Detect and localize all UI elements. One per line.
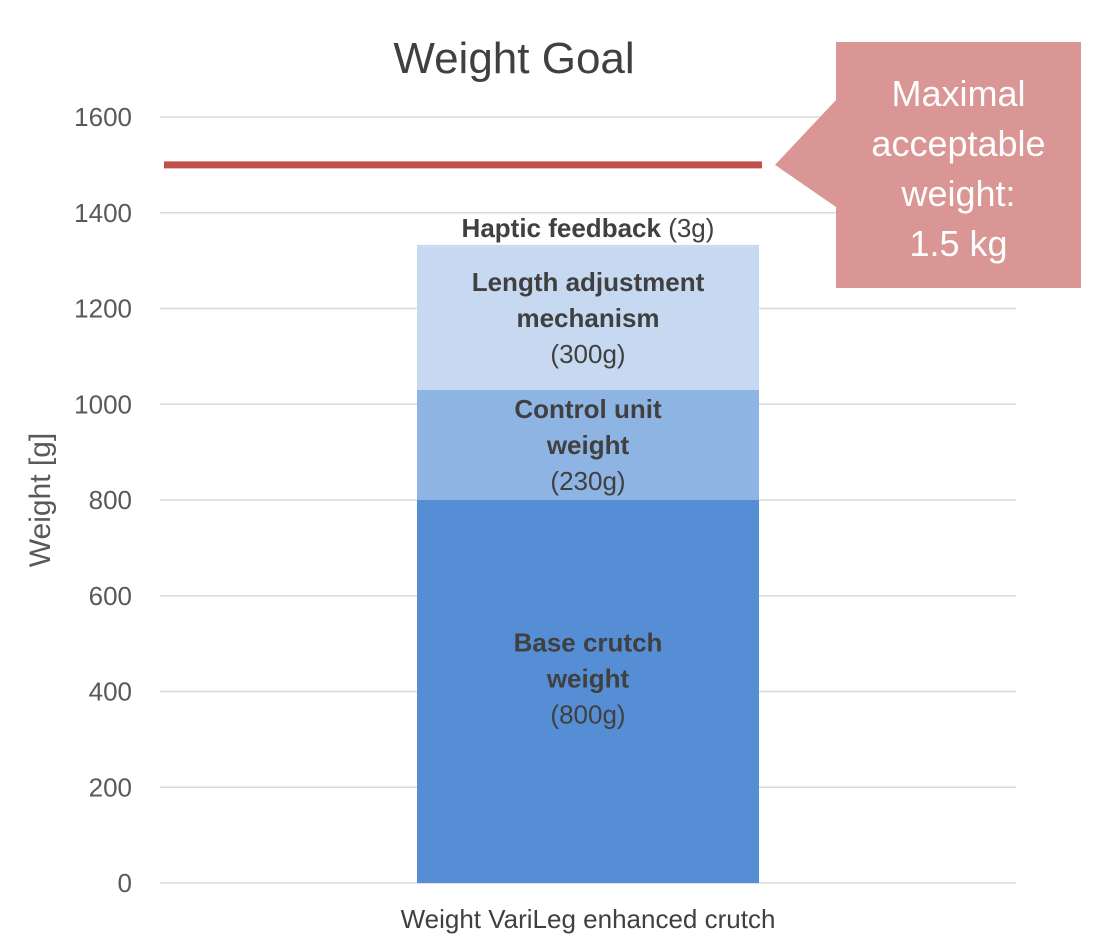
callout-text: 1.5 kg (909, 223, 1007, 264)
segment-value-label: (3g) (668, 213, 714, 243)
y-tick-labels: 0 200 400 600 800 1000 1200 1400 1600 (74, 102, 132, 898)
y-tick-label: 1400 (74, 198, 132, 228)
callout-text: weight: (900, 173, 1015, 214)
segment-label: mechanism (516, 303, 659, 333)
callout-text: acceptable (871, 123, 1045, 164)
y-tick-label: 1000 (74, 389, 132, 419)
segment-label: weight (546, 664, 630, 694)
y-tick-label: 1200 (74, 294, 132, 324)
y-tick-label: 200 (89, 772, 132, 802)
x-category-label: Weight VariLeg enhanced crutch (401, 904, 776, 934)
y-tick-label: 800 (89, 485, 132, 515)
callout-text: Maximal (891, 73, 1025, 114)
y-tick-label: 1600 (74, 102, 132, 132)
chart-title: Weight Goal (393, 34, 634, 83)
bar-segment (417, 246, 759, 390)
y-tick-label: 400 (89, 677, 132, 707)
bar-segment (417, 244, 759, 247)
segment-label: Control unit (514, 394, 662, 424)
y-tick-label: 600 (89, 581, 132, 611)
stacked-bar: Base crutch weight (800g) Control unit weigh… (417, 213, 759, 883)
bar-segment (417, 500, 759, 883)
segment-label-haptic: Haptic feedback (3g) (462, 213, 715, 243)
segment-value-label: (300g) (550, 339, 625, 369)
y-axis-label: Weight [g] (24, 433, 57, 568)
max-weight-callout: Maximal acceptable weight: 1.5 kg (775, 42, 1081, 288)
y-tick-label: 0 (118, 868, 132, 898)
segment-label: Length adjustment (472, 267, 705, 297)
segment-label: Base crutch (514, 628, 663, 658)
segment-value-label: (800g) (550, 700, 625, 730)
x-category-labels: Weight VariLeg enhanced crutch (401, 904, 776, 934)
segment-value-label: (230g) (550, 466, 625, 496)
bar-segment (417, 389, 759, 500)
segment-label: weight (546, 430, 630, 460)
callout-box (775, 42, 1081, 288)
